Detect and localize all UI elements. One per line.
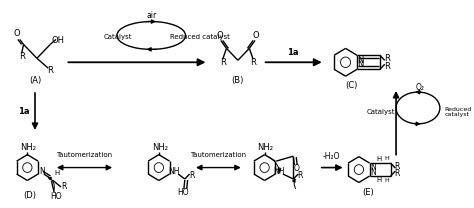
Text: N: N [371,167,376,177]
Text: HO: HO [50,192,62,201]
Text: Catalyst: Catalyst [366,109,395,115]
Text: R: R [189,171,194,180]
Text: N: N [39,167,45,176]
Text: NH: NH [169,167,180,176]
Text: N: N [357,56,363,65]
Text: R: R [394,162,400,171]
Text: Tautomerization: Tautomerization [56,152,113,158]
Text: N: N [357,60,363,69]
Text: R: R [250,58,256,67]
Text: HO: HO [177,188,189,197]
Text: Catalyst: Catalyst [104,35,132,40]
Text: (B): (B) [232,76,244,85]
Text: 1a: 1a [18,108,29,116]
Text: R: R [61,182,66,191]
Text: O: O [14,29,20,38]
Text: H: H [376,177,382,183]
Text: R: R [383,62,390,71]
Text: O: O [293,163,299,173]
Text: H: H [55,170,60,176]
Text: R: R [394,168,400,178]
Text: N: N [371,163,376,172]
Text: OH: OH [51,36,64,45]
Text: NH₂: NH₂ [20,143,36,152]
Text: air: air [146,11,156,20]
Text: (A): (A) [29,76,41,85]
Text: H: H [376,156,382,162]
Text: H: H [384,178,389,183]
Text: (E): (E) [363,188,374,197]
Text: R: R [220,58,226,67]
Text: H: H [384,156,389,161]
Text: Reduced catalyst: Reduced catalyst [170,35,230,40]
Text: O₂: O₂ [415,83,424,92]
Text: R: R [47,66,53,75]
Text: Tautomerization: Tautomerization [190,152,246,158]
Text: O: O [217,31,223,40]
Text: NH₂: NH₂ [257,143,273,152]
Text: (D): (D) [23,191,36,200]
Text: R: R [383,54,390,63]
Text: -H₂O: -H₂O [322,152,340,161]
Text: NH: NH [273,167,285,176]
Text: R: R [297,171,303,180]
Text: O: O [253,31,259,40]
Text: (C): (C) [345,81,357,90]
Text: 1a: 1a [287,48,299,57]
Text: NH₂: NH₂ [152,143,168,152]
Text: Reduced
catalyst: Reduced catalyst [445,106,472,117]
Text: R: R [18,52,25,61]
